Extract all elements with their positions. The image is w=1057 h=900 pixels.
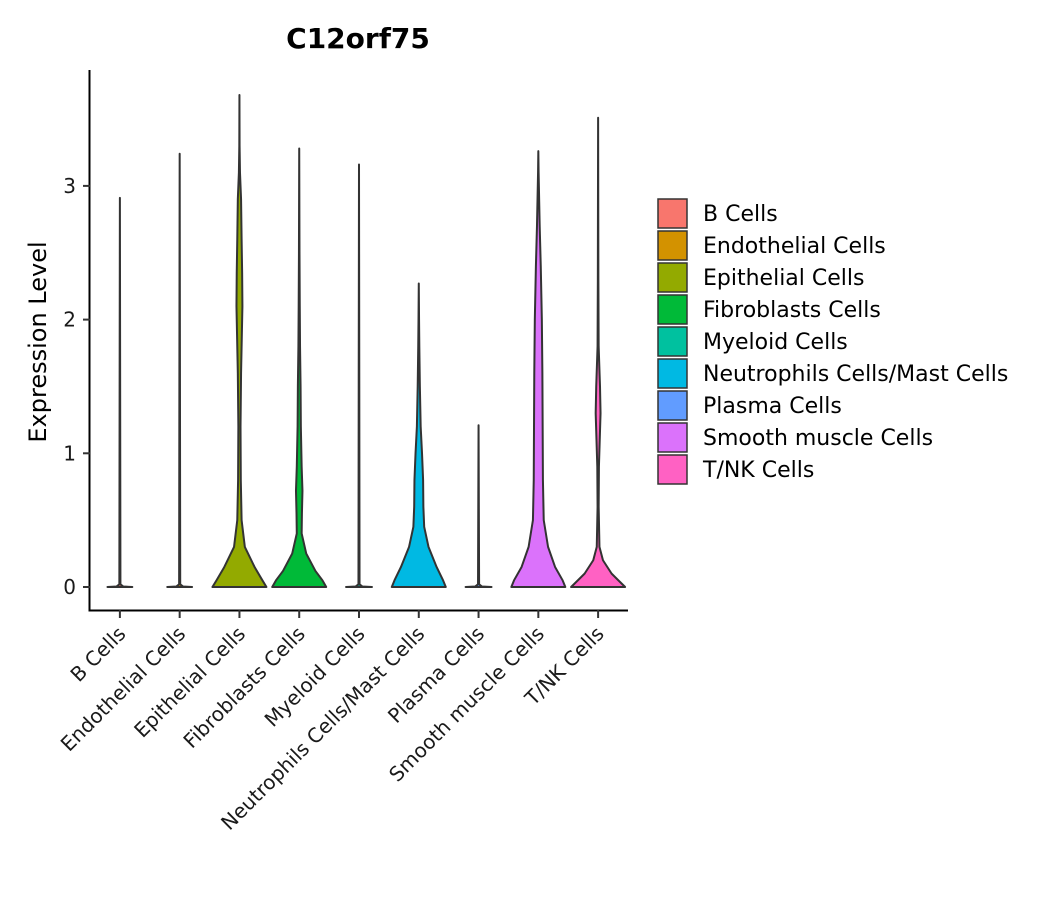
- legend-label-plasma-cells: Plasma Cells: [703, 394, 842, 419]
- legend-label-b-cells: B Cells: [703, 202, 778, 227]
- legend-label-fibroblasts-cells: Fibroblasts Cells: [703, 298, 881, 323]
- violin-t-nk-cells: [570, 116, 627, 588]
- violin-b-cells: [106, 196, 134, 588]
- y-tick-label: 2: [63, 308, 76, 332]
- violin-smooth-muscle-cells: [510, 150, 567, 588]
- legend-label-epithelial-cells: Epithelial Cells: [703, 266, 864, 291]
- legend-swatch-epithelial-cells: [657, 262, 688, 293]
- legend-swatch-endothelial-cells: [657, 230, 688, 261]
- legend-label-neutrophils-cells-mast-cells: Neutrophils Cells/Mast Cells: [703, 362, 1008, 387]
- violin-myeloid-cells: [345, 163, 373, 588]
- violin-plasma-cells: [464, 424, 493, 588]
- legend-label-t-nk-cells: T/NK Cells: [702, 458, 814, 483]
- y-tick-label: 1: [63, 441, 76, 465]
- legend-swatch-smooth-muscle-cells: [657, 422, 688, 453]
- legend-label-smooth-muscle-cells: Smooth muscle Cells: [703, 426, 933, 451]
- violin-fibroblasts-cells: [271, 147, 328, 588]
- legend-swatch-neutrophils-cells-mast-cells: [657, 358, 688, 389]
- legend-swatch-myeloid-cells: [657, 326, 688, 357]
- y-axis-title: Expression Level: [24, 241, 52, 442]
- legend-swatch-t-nk-cells: [657, 454, 688, 485]
- violin-neutrophils-cells-mast-cells: [390, 282, 447, 588]
- legend-swatch-fibroblasts-cells: [657, 294, 688, 325]
- legend-label-myeloid-cells: Myeloid Cells: [703, 330, 848, 355]
- legend-swatch-b-cells: [657, 198, 688, 229]
- y-tick-label: 3: [63, 174, 76, 198]
- violins-group: [106, 93, 627, 588]
- chart-title: C12orf75: [286, 22, 430, 55]
- legend-swatch-plasma-cells: [657, 390, 688, 421]
- y-tick-label: 0: [63, 575, 76, 599]
- violin-epithelial-cells: [211, 93, 268, 588]
- violin-endothelial-cells: [166, 152, 194, 588]
- legend-label-endothelial-cells: Endothelial Cells: [703, 234, 886, 259]
- y-ticks-group: 0 1 2 3: [63, 174, 90, 599]
- legend: B Cells Endothelial Cells Epithelial Cells…: [657, 198, 1008, 485]
